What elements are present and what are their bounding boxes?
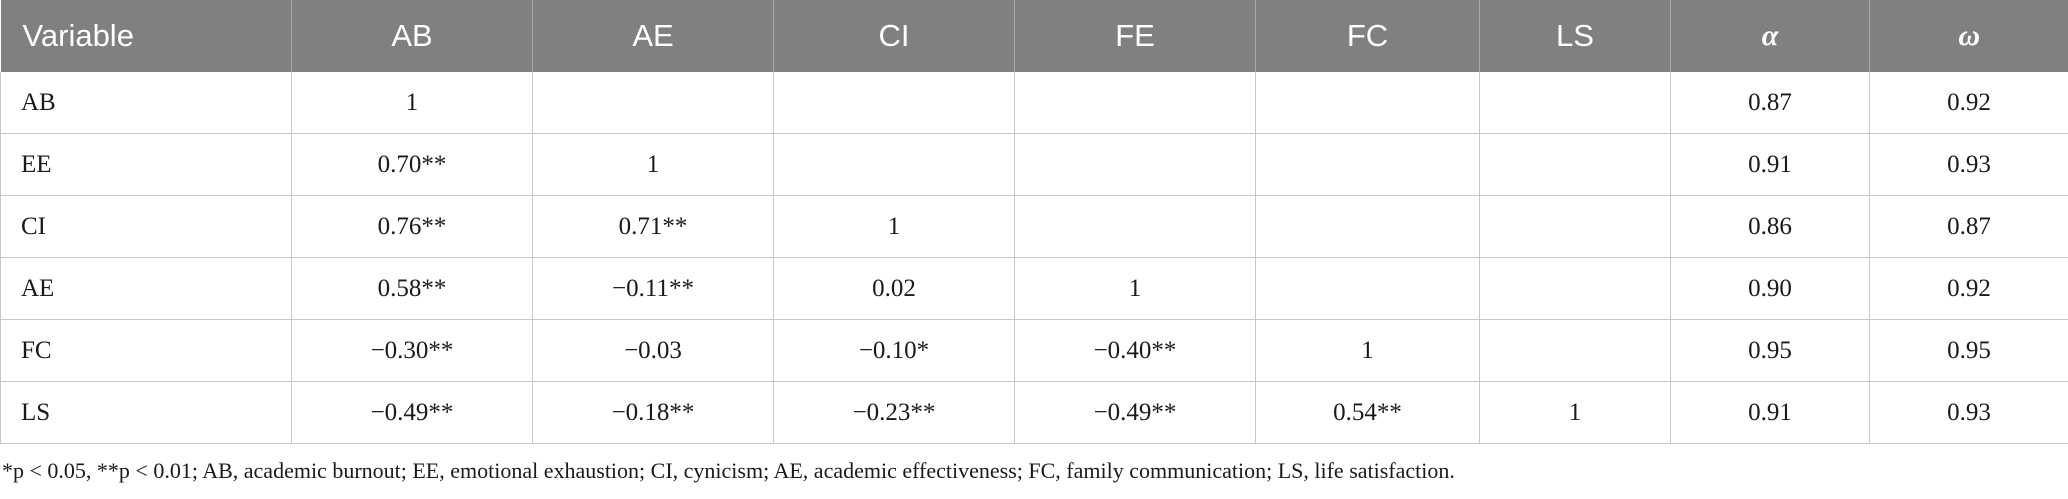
table-cell: 0.02: [773, 257, 1015, 320]
row-label: LS: [0, 381, 292, 444]
table-cell: 1: [1479, 381, 1671, 444]
table-cell: [1479, 72, 1671, 134]
table-footnote: *p < 0.05, **p < 0.01; AB, academic burn…: [2, 458, 1455, 483]
table-row: CI 0.76** 0.71** 1 0.86 0.87: [0, 195, 2068, 258]
header-variable: Variable: [0, 0, 292, 72]
table-cell: −0.49**: [291, 381, 533, 444]
table-row: FC −0.30** −0.03 −0.10* −0.40** 1 0.95 0…: [0, 319, 2068, 382]
table-cell: [1479, 195, 1671, 258]
table-cell: −0.11**: [532, 257, 774, 320]
table-cell: −0.03: [532, 319, 774, 382]
row-label: EE: [0, 133, 292, 196]
table-row: AB 1 0.87 0.92: [0, 72, 2068, 134]
table-cell: 1: [773, 195, 1015, 258]
table-cell: [532, 72, 774, 134]
table-row: EE 0.70** 1 0.91 0.93: [0, 133, 2068, 196]
table-cell: 0.92: [1869, 257, 2068, 320]
correlation-table-container: Variable AB AE CI FE FC LS α ω AB 1 0.87: [0, 0, 2068, 444]
table-cell: 0.95: [1670, 319, 1870, 382]
table-cell: 0.54**: [1255, 381, 1480, 444]
table-cell: 0.87: [1869, 195, 2068, 258]
table-cell: 0.70**: [291, 133, 533, 196]
table-cell: −0.40**: [1014, 319, 1256, 382]
table-cell: −0.23**: [773, 381, 1015, 444]
table-row: AE 0.58** −0.11** 0.02 1 0.90 0.92: [0, 257, 2068, 320]
table-cell: 0.86: [1670, 195, 1870, 258]
table-cell: 0.95: [1869, 319, 2068, 382]
header-ls: LS: [1479, 0, 1671, 72]
header-ab: AB: [291, 0, 533, 72]
correlation-table: Variable AB AE CI FE FC LS α ω AB 1 0.87: [0, 0, 2068, 444]
table-cell: 0.92: [1869, 72, 2068, 134]
table-cell: −0.49**: [1014, 381, 1256, 444]
table-cell: 0.71**: [532, 195, 774, 258]
table-cell: [773, 133, 1015, 196]
table-row: LS −0.49** −0.18** −0.23** −0.49** 0.54*…: [0, 381, 2068, 444]
row-label: AE: [0, 257, 292, 320]
header-alpha: α: [1670, 0, 1870, 72]
table-cell: [1014, 195, 1256, 258]
table-cell: [1479, 257, 1671, 320]
table-cell: 1: [1255, 319, 1480, 382]
table-cell: 1: [1014, 257, 1256, 320]
table-cell: 1: [291, 72, 533, 134]
table-cell: [1255, 72, 1480, 134]
table-cell: [773, 72, 1015, 134]
header-ae: AE: [532, 0, 774, 72]
table-cell: [1014, 72, 1256, 134]
table-cell: 0.91: [1670, 133, 1870, 196]
table-cell: [1479, 319, 1671, 382]
row-label: FC: [0, 319, 292, 382]
table-cell: −0.18**: [532, 381, 774, 444]
header-fe: FE: [1014, 0, 1256, 72]
header-row: Variable AB AE CI FE FC LS α ω: [0, 0, 2068, 72]
table-cell: [1255, 257, 1480, 320]
table-cell: 0.90: [1670, 257, 1870, 320]
table-cell: 0.93: [1869, 133, 2068, 196]
header-ci: CI: [773, 0, 1015, 72]
table-cell: [1014, 133, 1256, 196]
table-cell: −0.30**: [291, 319, 533, 382]
header-fc: FC: [1255, 0, 1480, 72]
table-cell: [1479, 133, 1671, 196]
table-cell: 0.91: [1670, 381, 1870, 444]
table-cell: 1: [532, 133, 774, 196]
table-cell: [1255, 133, 1480, 196]
table-cell: 0.58**: [291, 257, 533, 320]
table-cell: [1255, 195, 1480, 258]
row-label: AB: [0, 72, 292, 134]
row-label: CI: [0, 195, 292, 258]
table-cell: 0.87: [1670, 72, 1870, 134]
table-cell: −0.10*: [773, 319, 1015, 382]
header-omega: ω: [1869, 0, 2068, 72]
table-cell: 0.76**: [291, 195, 533, 258]
table-cell: 0.93: [1869, 381, 2068, 444]
